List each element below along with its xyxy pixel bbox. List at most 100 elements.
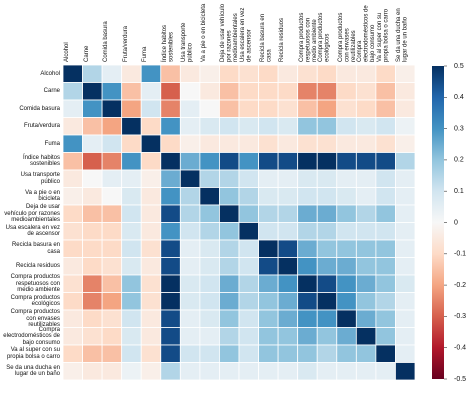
cell bbox=[277, 309, 299, 328]
cell bbox=[121, 117, 142, 136]
cell bbox=[258, 117, 279, 136]
cell bbox=[238, 222, 259, 241]
cell bbox=[219, 309, 240, 328]
cell bbox=[395, 344, 416, 363]
row-label: Compra productos con envases reutilizabl… bbox=[10, 309, 60, 328]
cell bbox=[219, 292, 240, 311]
cell bbox=[101, 362, 123, 381]
cell bbox=[179, 257, 201, 276]
cell bbox=[121, 292, 142, 311]
cell bbox=[316, 239, 338, 258]
cell bbox=[160, 239, 181, 258]
cell bbox=[238, 257, 259, 276]
cell bbox=[82, 82, 103, 101]
cell bbox=[140, 292, 162, 311]
cell bbox=[238, 292, 259, 311]
cell bbox=[121, 309, 142, 328]
cell bbox=[219, 204, 240, 223]
column-label: Fruta/verdura bbox=[122, 25, 129, 62]
column-label: Recicla residuos bbox=[279, 17, 286, 62]
cell bbox=[297, 187, 318, 206]
cell bbox=[316, 169, 338, 188]
cell bbox=[199, 222, 220, 241]
cell bbox=[238, 99, 259, 118]
cell bbox=[277, 222, 299, 241]
cell bbox=[179, 362, 201, 381]
cell bbox=[258, 187, 279, 206]
row-label: Comida basura bbox=[19, 105, 60, 112]
cell bbox=[101, 239, 123, 258]
row-label: Fruta/verdura bbox=[23, 123, 60, 129]
colorbar-tick-label: -0.4 bbox=[454, 345, 466, 352]
cell bbox=[179, 187, 201, 206]
cell bbox=[199, 344, 220, 363]
cell bbox=[62, 344, 83, 363]
cell bbox=[316, 204, 338, 223]
cell bbox=[395, 134, 416, 153]
column-label: Usa transporte público bbox=[181, 22, 194, 62]
cell bbox=[179, 204, 201, 223]
cell bbox=[375, 64, 396, 83]
cell bbox=[297, 222, 318, 241]
row-label: Carne bbox=[43, 88, 60, 94]
cell bbox=[199, 274, 220, 293]
cell bbox=[140, 257, 162, 276]
cell bbox=[82, 99, 103, 118]
cell bbox=[199, 117, 220, 136]
cell bbox=[140, 169, 162, 188]
cell bbox=[121, 239, 142, 258]
cell bbox=[160, 362, 181, 381]
cell bbox=[336, 117, 357, 136]
cell bbox=[336, 187, 357, 206]
cell bbox=[355, 169, 377, 188]
cell bbox=[258, 134, 279, 153]
cell bbox=[355, 204, 377, 223]
cell bbox=[336, 64, 357, 83]
cell bbox=[140, 327, 162, 346]
cell bbox=[101, 274, 123, 293]
cell bbox=[101, 327, 123, 346]
cell bbox=[62, 169, 83, 188]
cell bbox=[62, 152, 83, 171]
cell bbox=[238, 64, 259, 83]
cell bbox=[375, 239, 396, 258]
cell bbox=[297, 82, 318, 101]
cell bbox=[219, 327, 240, 346]
cell bbox=[277, 117, 299, 136]
cell bbox=[101, 309, 123, 328]
cell bbox=[199, 187, 220, 206]
cell bbox=[238, 187, 259, 206]
cell bbox=[82, 239, 103, 258]
cell bbox=[336, 222, 357, 241]
cell bbox=[258, 222, 279, 241]
cell bbox=[121, 169, 142, 188]
colorbar-tick-label: 0.5 bbox=[454, 63, 464, 70]
cell bbox=[160, 292, 181, 311]
column-label: Se da una ducha en lugar de un baño bbox=[396, 8, 409, 62]
column-label: Fuma bbox=[142, 46, 149, 62]
cell bbox=[121, 344, 142, 363]
cell bbox=[179, 99, 201, 118]
colorbar-tick-label: 0.3 bbox=[454, 125, 464, 132]
cell bbox=[160, 274, 181, 293]
cell bbox=[375, 274, 396, 293]
column-label: Va a pie o en bicicleta bbox=[200, 3, 207, 62]
cell bbox=[355, 117, 377, 136]
cell bbox=[62, 204, 83, 223]
cell bbox=[336, 239, 357, 258]
cell bbox=[395, 274, 416, 293]
cell bbox=[101, 82, 123, 101]
cell bbox=[336, 362, 357, 381]
cell bbox=[395, 257, 416, 276]
cell bbox=[316, 134, 338, 153]
column-label: Alcohol bbox=[64, 42, 70, 62]
cell bbox=[297, 64, 318, 83]
cell bbox=[258, 362, 279, 381]
cell bbox=[121, 327, 142, 346]
cell bbox=[82, 187, 103, 206]
cell bbox=[258, 292, 279, 311]
cell bbox=[219, 99, 240, 118]
cell bbox=[316, 292, 338, 311]
cell bbox=[121, 152, 142, 171]
cell bbox=[82, 362, 103, 381]
